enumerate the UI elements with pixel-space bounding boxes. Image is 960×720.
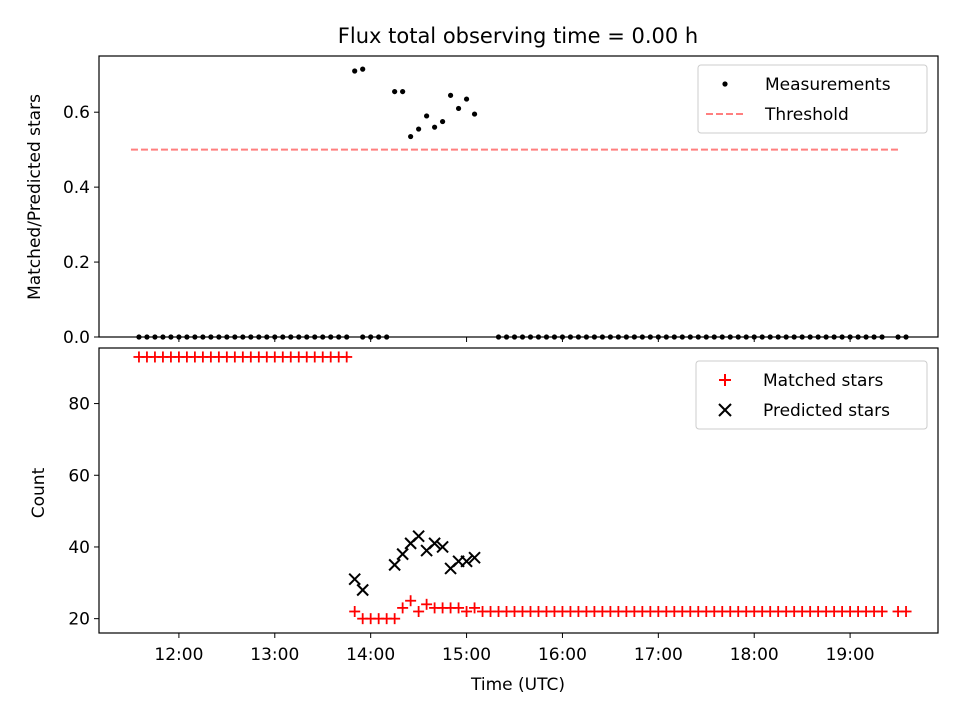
bottom-legend: Matched stars Predicted stars <box>695 360 928 430</box>
measurement-point <box>392 88 398 95</box>
matched-star-point <box>876 605 888 617</box>
bottom-y-axis-label: Count <box>29 467 49 518</box>
matched-star-point <box>900 605 912 617</box>
top-legend-box <box>697 64 928 134</box>
bottom-plot-marks <box>133 351 912 625</box>
legend-threshold-label: Threshold <box>764 105 849 125</box>
legend-predicted-marker <box>718 403 732 417</box>
measurement-point <box>471 111 478 117</box>
top-y-tick-label: 0.6 <box>63 103 90 123</box>
top-y-tick-label: 0.4 <box>63 178 90 198</box>
legend-matched-marker <box>719 374 731 386</box>
chart-title: Flux total observing time = 0.00 h <box>338 24 698 48</box>
top-panel: Flux total observing time = 0.00 h Match… <box>25 24 939 348</box>
top-y-axis-label: Matched/Predicted stars <box>25 94 45 300</box>
measurement-point <box>463 96 470 102</box>
x-tick-label: 15:00 <box>442 645 491 665</box>
bottom-y-tick-label: 80 <box>68 395 90 415</box>
predicted-star-point <box>468 551 481 564</box>
measurement-point <box>360 66 366 72</box>
predicted-star-point <box>412 530 425 543</box>
measurement-point <box>352 68 358 74</box>
matched-star-point <box>349 605 361 617</box>
predicted-star-point <box>388 558 401 572</box>
matched-star-point <box>397 602 409 614</box>
top-legend: Measurements Threshold <box>697 64 928 134</box>
bottom-plot-frame <box>98 347 939 634</box>
predicted-star-point <box>348 573 361 586</box>
bottom-x-ticks: 12:00 13:00 14:00 15:00 16:00 17:00 18:00 19:00 <box>154 633 875 665</box>
matched-star-point <box>389 613 401 625</box>
matched-star-point <box>413 605 425 617</box>
predicted-star-point <box>396 547 409 561</box>
predicted-star-point <box>356 583 369 597</box>
measurement-point <box>432 124 438 130</box>
x-tick-label: 14:00 <box>346 645 395 665</box>
matched-star-point <box>341 351 353 363</box>
top-y-tick-label: 0.2 <box>63 253 90 273</box>
bottom-y-ticks: 20 40 60 80 <box>68 395 99 630</box>
x-tick-label: 17:00 <box>634 645 683 665</box>
matched-star-point <box>453 602 465 614</box>
predicted-star-point <box>428 537 441 550</box>
predicted-star-point <box>436 540 449 554</box>
x-tick-label: 13:00 <box>250 645 299 665</box>
top-plot-frame <box>98 55 939 338</box>
top-y-tick-label: 0.0 <box>63 328 90 348</box>
x-tick-label: 19:00 <box>826 645 875 665</box>
measurement-point <box>439 118 446 125</box>
bottom-panel: Count Time (UTC) 20 40 60 80 12:00 13:00 14:0… <box>29 347 939 695</box>
measurement-point <box>408 133 414 140</box>
legend-measurements-marker <box>722 81 728 87</box>
legend-measurements-label: Measurements <box>765 75 891 95</box>
bottom-y-tick-label: 60 <box>68 466 90 486</box>
bottom-y-tick-label: 40 <box>68 538 90 558</box>
top-y-ticks: 0.0 0.2 0.4 0.6 <box>63 103 99 348</box>
measurement-point <box>447 92 454 98</box>
measurement-point <box>455 105 462 112</box>
matched-star-point <box>405 595 417 607</box>
measurement-point <box>424 113 430 119</box>
x-tick-label: 18:00 <box>730 645 779 665</box>
matched-star-point <box>421 598 433 610</box>
matched-star-point <box>461 605 473 617</box>
bottom-y-tick-label: 20 <box>68 610 90 630</box>
measurement-point <box>416 126 422 132</box>
bottom-legend-box <box>695 360 928 430</box>
matched-star-point <box>469 602 481 614</box>
legend-predicted-label: Predicted stars <box>763 401 890 421</box>
x-tick-label: 12:00 <box>154 645 203 665</box>
x-axis-label: Time (UTC) <box>470 675 565 695</box>
x-tick-label: 16:00 <box>538 645 587 665</box>
measurement-point <box>400 88 406 95</box>
predicted-star-point <box>460 555 473 568</box>
legend-matched-label: Matched stars <box>763 371 883 391</box>
